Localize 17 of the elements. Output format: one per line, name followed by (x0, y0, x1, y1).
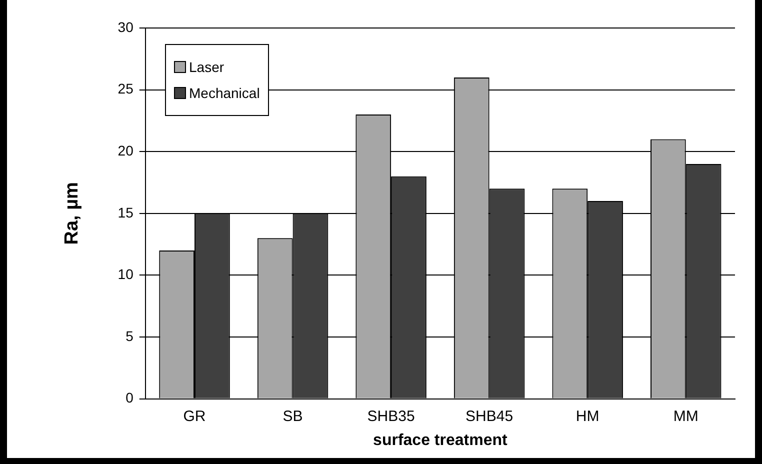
y-tick-label: 0 (126, 390, 134, 406)
x-tick-label: GR (183, 408, 206, 425)
y-tick-label: 20 (118, 142, 134, 158)
x-tick-label: SHB45 (466, 408, 514, 425)
legend-label: Mechanical (189, 85, 260, 101)
x-axis-title: surface treatment (373, 432, 508, 449)
y-tick-label: 10 (118, 266, 134, 282)
x-tick-label: MM (673, 408, 698, 425)
legend-label: Laser (189, 59, 224, 75)
y-tick-label: 30 (118, 18, 134, 35)
x-tick-label: HM (576, 408, 600, 425)
x-tick-label: SHB35 (367, 408, 415, 425)
x-tick-label: SB (282, 408, 303, 425)
y-tick-label: 15 (118, 204, 134, 220)
y-tick-label: 5 (126, 328, 134, 344)
y-tick-label: 25 (118, 80, 134, 97)
y-axis-title: Ra, µm (62, 182, 83, 245)
